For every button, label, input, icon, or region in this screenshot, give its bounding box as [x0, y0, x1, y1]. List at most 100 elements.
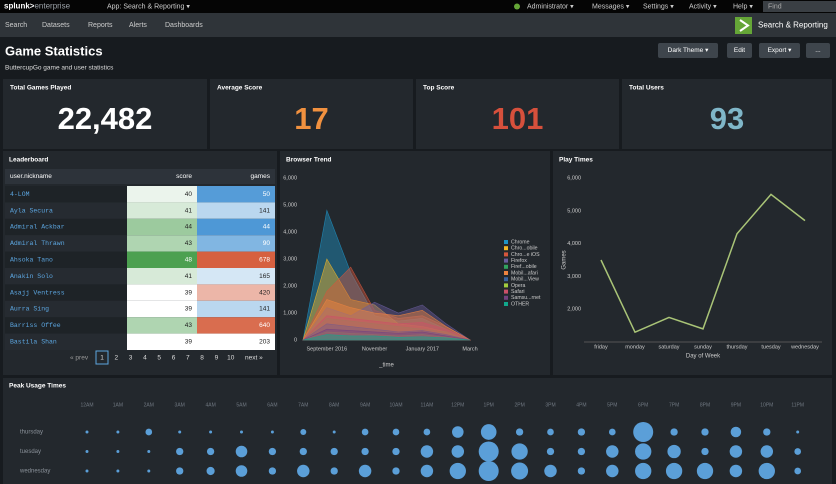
legend-label: Chro...e iOS: [511, 252, 540, 258]
bubble: [176, 447, 184, 456]
nickname[interactable]: Anakin Solo: [10, 273, 53, 280]
legend-label: Mobil...afari: [511, 270, 538, 276]
nickname[interactable]: Ayla Secura: [10, 207, 53, 214]
pagination-prev[interactable]: « prev: [70, 355, 89, 362]
x-tick-label: 8AM: [329, 402, 339, 408]
nickname[interactable]: Ahsoka Tano: [10, 257, 53, 264]
kpi-panel: [622, 79, 832, 149]
bubble: [206, 447, 215, 456]
nav-item[interactable]: Search: [5, 22, 27, 29]
bubble: [85, 430, 89, 434]
x-tick-label: 6AM: [267, 402, 277, 408]
nav-item[interactable]: Datasets: [42, 22, 70, 29]
bubble: [330, 467, 338, 475]
score-value: 44: [185, 224, 193, 231]
x-tick-label: sunday: [694, 344, 712, 350]
header-button-label[interactable]: Dark Theme ▾: [668, 47, 709, 54]
top-menu-item[interactable]: Messages ▾: [592, 3, 630, 10]
bubble: [665, 462, 683, 480]
user-menu[interactable]: Administrator ▾: [527, 3, 574, 10]
y-tick-label: 3,000: [567, 274, 581, 280]
x-tick-label: September 2016: [307, 346, 348, 352]
nickname[interactable]: Admiral Thrawn: [10, 240, 65, 247]
app-title: Search & Reporting: [758, 21, 828, 30]
page-link[interactable]: 6: [172, 355, 176, 362]
table-row: [5, 317, 127, 334]
page-link[interactable]: 5: [157, 355, 161, 362]
legend-label: Firef...obile: [511, 264, 537, 270]
page-link[interactable]: 8: [200, 355, 204, 362]
x-tick-label: 8PM: [700, 402, 710, 408]
pagination-next[interactable]: next »: [245, 355, 263, 362]
nav-item[interactable]: Reports: [88, 22, 113, 29]
bubble: [544, 464, 557, 478]
bubble: [635, 443, 652, 460]
bubble: [206, 466, 215, 476]
panel: [3, 378, 832, 484]
logo-product: enterprise: [34, 2, 70, 11]
x-tick-label: 5AM: [236, 402, 246, 408]
bubble: [729, 464, 743, 478]
legend-swatch: [504, 283, 508, 288]
nickname[interactable]: Admiral Ackbar: [10, 224, 65, 231]
header-button-label[interactable]: Export ▾: [768, 47, 793, 54]
games-cell: [197, 317, 275, 334]
bubble: [85, 450, 89, 453]
header-button: [727, 43, 752, 58]
page-link[interactable]: 3: [129, 355, 133, 362]
bubble: [633, 422, 654, 442]
dashboard-title: Game Statistics: [5, 43, 103, 58]
table-row: [5, 202, 127, 219]
nav-item[interactable]: Dashboards: [165, 22, 203, 29]
column-header[interactable]: score: [176, 173, 192, 180]
nav-item[interactable]: Alerts: [129, 22, 147, 29]
nickname[interactable]: 4-LOM: [10, 191, 30, 198]
bubble: [145, 428, 153, 436]
table-row: [5, 235, 127, 252]
y-tick-label: 4,000: [567, 241, 581, 247]
search-box: [763, 1, 836, 12]
score-cell: [127, 333, 197, 350]
x-tick-label: 9PM: [731, 402, 741, 408]
top-menu-item[interactable]: Settings ▾: [643, 3, 674, 10]
header-button: [658, 43, 718, 58]
score-value: 41: [185, 273, 193, 280]
x-tick-label: 12AM: [80, 402, 93, 408]
nickname[interactable]: Asajj Ventress: [10, 289, 65, 296]
nickname[interactable]: Aurra Sing: [10, 306, 49, 313]
page-link[interactable]: 2: [114, 355, 118, 362]
bubble: [116, 450, 120, 453]
bubble: [701, 447, 709, 456]
header-button-label[interactable]: ...: [815, 47, 821, 54]
header-button-label[interactable]: Edit: [734, 47, 745, 54]
bubble: [478, 461, 499, 481]
page-link[interactable]: 1: [100, 355, 104, 362]
nickname[interactable]: Bastila Shan: [10, 339, 57, 346]
page-link[interactable]: 7: [186, 355, 190, 362]
bubble: [730, 426, 742, 438]
x-tick-label: 11AM: [421, 402, 434, 408]
panel: [553, 151, 832, 375]
search-placeholder[interactable]: Find: [768, 3, 782, 10]
legend-label: Firefox: [511, 258, 527, 264]
page-link[interactable]: 10: [227, 355, 235, 362]
bubble: [420, 445, 434, 458]
app-menu[interactable]: App: Search & Reporting ▾: [107, 3, 190, 10]
x-tick-label: 7PM: [669, 402, 679, 408]
legend-swatch: [504, 264, 508, 269]
x-tick-label: 12PM: [451, 402, 464, 408]
page-link[interactable]: 4: [143, 355, 147, 362]
top-menu-item[interactable]: Help ▾: [733, 3, 753, 10]
bubble: [511, 462, 529, 480]
top-menu-item[interactable]: Activity ▾: [689, 3, 717, 10]
bubble: [794, 467, 802, 475]
bubble: [608, 428, 616, 436]
column-header[interactable]: user.nickname: [10, 173, 52, 180]
page-link[interactable]: 9: [215, 355, 219, 362]
dashboard-subtitle: ButtercupGo game and user statistics: [5, 65, 114, 72]
nickname[interactable]: Barriss Offee: [10, 322, 61, 329]
kpi-label: Average Score: [217, 85, 263, 92]
column-header[interactable]: games: [250, 173, 270, 180]
bubble: [701, 428, 709, 436]
x-tick-label: March: [462, 346, 477, 352]
